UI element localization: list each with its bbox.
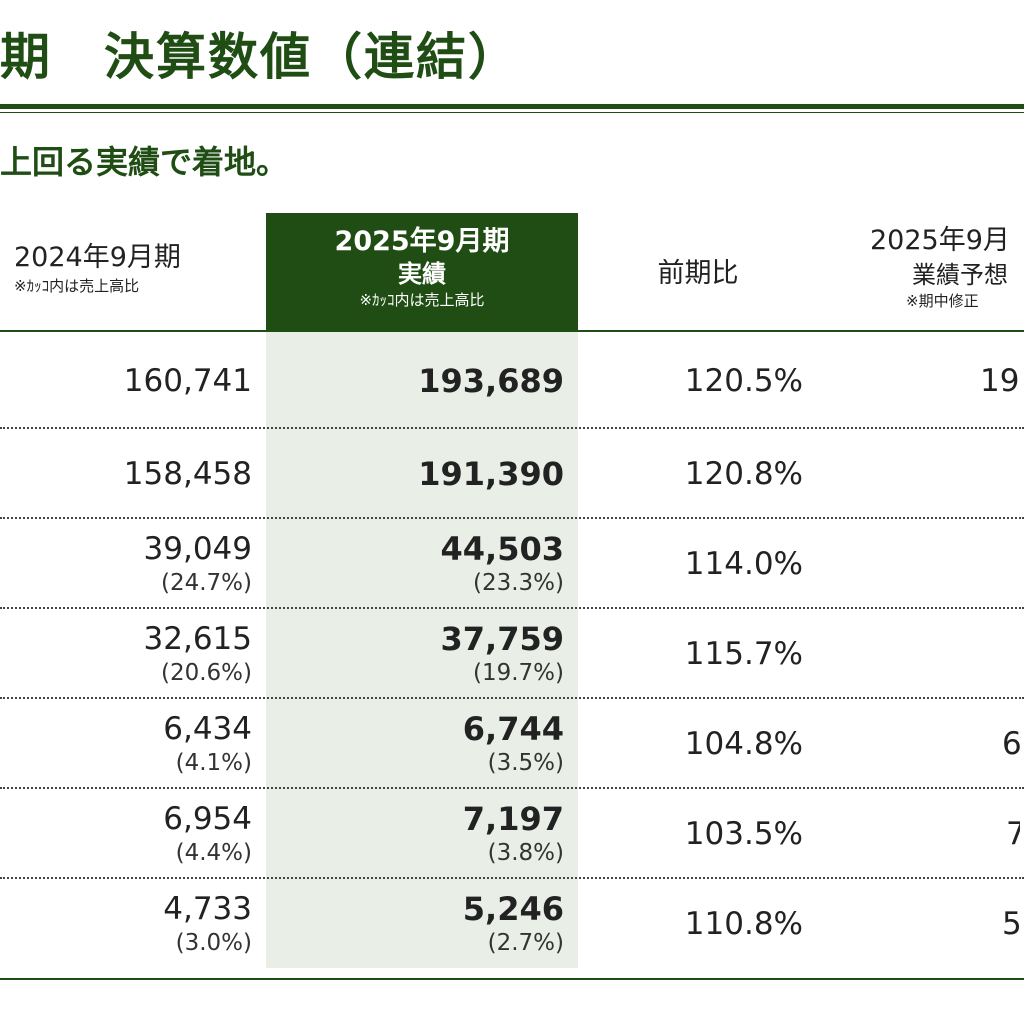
table-bottom-divider <box>0 978 1024 980</box>
current-value: 193,689 <box>418 361 564 400</box>
cell-forecast: 7 <box>860 789 1020 879</box>
prev-value: 6,434 <box>163 711 252 747</box>
page-title: 期 決算数値（連結） <box>0 28 520 86</box>
cell-current: 191,390 <box>266 429 564 519</box>
cell-prev: 4,733 (3.0%) <box>0 879 252 969</box>
row-separator <box>0 877 1024 879</box>
table-row: 6,954 (4.4%) 7,197 (3.8%) 103.5% 7 <box>0 789 1024 879</box>
row-separator <box>0 697 1024 699</box>
header-current-sub: 実績 <box>398 260 446 288</box>
prev-value: 39,049 <box>143 531 252 567</box>
prev-percent: (24.7%) <box>160 570 252 596</box>
row-separator <box>0 517 1024 519</box>
forecast-value: 5 <box>1002 906 1020 942</box>
cell-current: 7,197 (3.8%) <box>266 789 564 879</box>
header-prev-year: 2024年9月期 ※ｶｯｺ内は売上高比 <box>0 240 266 296</box>
prev-percent: (3.0%) <box>175 930 252 956</box>
ratio-value: 110.8% <box>684 906 803 942</box>
cell-forecast: 190 <box>860 332 1020 429</box>
cell-current: 193,689 <box>266 332 564 429</box>
cell-ratio: 104.8% <box>578 699 803 789</box>
table-row: 6,434 (4.1%) 6,744 (3.5%) 104.8% 6 <box>0 699 1024 789</box>
header-prev-year-label: 2024年9月期 <box>14 242 181 273</box>
row-separator <box>0 607 1024 609</box>
current-percent: (23.3%) <box>472 570 564 596</box>
cell-current: 6,744 (3.5%) <box>266 699 564 789</box>
row-separator <box>0 787 1024 789</box>
header-forecast-year: 2025年9月 <box>870 225 1010 256</box>
page-subtitle: 上回る実績で着地。 <box>0 143 289 181</box>
cell-ratio: 120.5% <box>578 332 803 429</box>
cell-ratio: 120.8% <box>578 429 803 519</box>
current-value: 37,759 <box>440 620 564 658</box>
cell-prev: 39,049 (24.7%) <box>0 519 252 609</box>
header-current-note: ※ｶｯｺ内は売上高比 <box>359 291 485 309</box>
current-percent: (19.7%) <box>472 660 564 686</box>
table-row: 4,733 (3.0%) 5,246 (2.7%) 110.8% 5 <box>0 879 1024 969</box>
prev-percent: (4.1%) <box>175 750 252 776</box>
header-divider <box>0 330 1024 332</box>
row-separator <box>0 427 1024 429</box>
cell-ratio: 103.5% <box>578 789 803 879</box>
title-divider-thin <box>0 112 1024 113</box>
cell-ratio: 115.7% <box>578 609 803 699</box>
table-row: 32,615 (20.6%) 37,759 (19.7%) 115.7% <box>0 609 1024 699</box>
header-current-year: 2025年9月期 実績 ※ｶｯｺ内は売上高比 <box>266 213 578 330</box>
forecast-value: 190 <box>980 362 1020 399</box>
header-forecast: 2025年9月 業績予想 ※期中修正 <box>860 222 1024 312</box>
ratio-value: 104.8% <box>684 726 803 762</box>
highlight-column-bg <box>266 330 578 968</box>
header-ratio: 前期比 <box>657 258 739 289</box>
prev-value: 32,615 <box>143 621 252 657</box>
table-row: 39,049 (24.7%) 44,503 (23.3%) 114.0% <box>0 519 1024 609</box>
header-forecast-note: ※期中修正 <box>906 292 979 310</box>
cell-ratio: 114.0% <box>578 519 803 609</box>
header-prev-note: ※ｶｯｺ内は売上高比 <box>14 277 140 295</box>
cell-prev: 6,954 (4.4%) <box>0 789 252 879</box>
current-value: 191,390 <box>418 455 564 493</box>
prev-value: 6,954 <box>163 801 252 837</box>
cell-forecast: 5 <box>860 879 1020 969</box>
table-row: 160,741 193,689 120.5% 190 <box>0 332 1024 429</box>
cell-prev: 32,615 (20.6%) <box>0 609 252 699</box>
prev-percent: (20.6%) <box>160 660 252 686</box>
current-value: 44,503 <box>440 530 564 568</box>
current-value: 5,246 <box>462 890 564 928</box>
ratio-value: 103.5% <box>684 816 803 852</box>
cell-prev: 6,434 (4.1%) <box>0 699 252 789</box>
prev-value: 160,741 <box>123 362 252 399</box>
current-percent: (3.8%) <box>487 840 564 866</box>
prev-percent: (4.4%) <box>175 840 252 866</box>
cell-current: 44,503 (23.3%) <box>266 519 564 609</box>
ratio-value: 120.8% <box>684 456 803 492</box>
current-value: 7,197 <box>462 800 564 838</box>
current-value: 6,744 <box>462 710 564 748</box>
cell-current: 5,246 (2.7%) <box>266 879 564 969</box>
cell-ratio: 110.8% <box>578 879 803 969</box>
table-row: 158,458 191,390 120.8% <box>0 429 1024 519</box>
title-divider <box>0 104 1024 109</box>
cell-prev: 158,458 <box>0 429 252 519</box>
header-current-year-label: 2025年9月期 <box>334 226 510 257</box>
cell-forecast: 6 <box>860 699 1020 789</box>
forecast-value: 6 <box>1002 726 1020 762</box>
current-percent: (2.7%) <box>487 930 564 956</box>
ratio-value: 114.0% <box>684 546 803 582</box>
cell-prev: 160,741 <box>0 332 252 429</box>
ratio-value: 120.5% <box>684 362 803 399</box>
prev-value: 4,733 <box>163 891 252 927</box>
ratio-value: 115.7% <box>684 636 803 672</box>
cell-current: 37,759 (19.7%) <box>266 609 564 699</box>
prev-value: 158,458 <box>123 456 252 492</box>
header-forecast-sub: 業績予想 <box>912 261 1008 289</box>
current-percent: (3.5%) <box>487 750 564 776</box>
forecast-value: 7 <box>1006 816 1020 852</box>
